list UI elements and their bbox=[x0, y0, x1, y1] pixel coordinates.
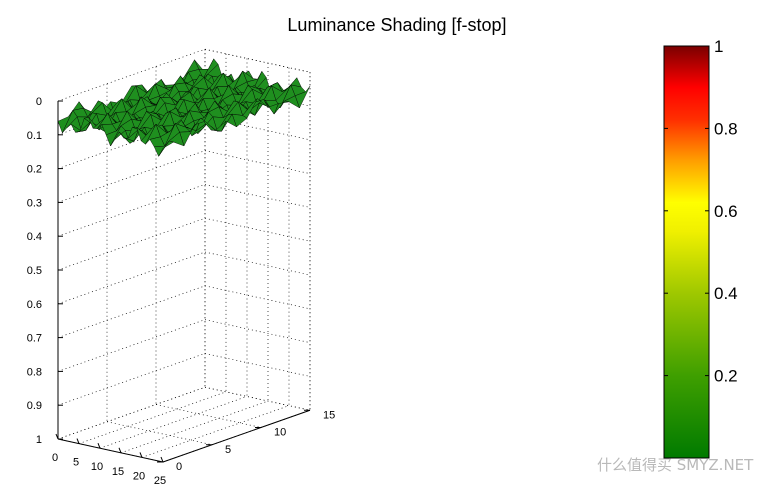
x-tick-mark bbox=[97, 443, 101, 449]
z-tick-label: 0.8 bbox=[27, 366, 42, 378]
grid-line bbox=[57, 319, 206, 372]
z-tick-label: 1 bbox=[36, 434, 42, 446]
grid-line bbox=[204, 285, 311, 310]
colorbar-tick-label: 1 bbox=[714, 37, 723, 56]
grid-line bbox=[204, 217, 311, 242]
grid-line bbox=[57, 150, 206, 203]
x-tick-label: 25 bbox=[154, 475, 166, 487]
grid-line bbox=[57, 386, 206, 440]
y-axis-line bbox=[162, 409, 311, 463]
colorbar-tick-label: 0.4 bbox=[714, 284, 738, 303]
grid-line bbox=[204, 48, 311, 73]
grid-line bbox=[57, 251, 206, 305]
z-tick-label: 0.1 bbox=[27, 130, 42, 142]
grid-line bbox=[57, 285, 206, 338]
grid-line bbox=[106, 421, 213, 446]
grid-line bbox=[204, 150, 311, 174]
x-tick-label: 15 bbox=[112, 466, 124, 478]
y-tick-label: 0 bbox=[176, 461, 182, 473]
z-tick-label: 0.6 bbox=[27, 299, 42, 311]
colorbar-tick-label: 0.6 bbox=[714, 202, 738, 221]
x-tick-mark bbox=[139, 452, 143, 458]
grid-line bbox=[204, 353, 311, 377]
grid-line bbox=[141, 405, 290, 458]
colorbar-tick-label: 0.2 bbox=[714, 367, 738, 386]
z-tick-label: 0.5 bbox=[27, 265, 42, 277]
x-tick-label: 10 bbox=[91, 461, 103, 473]
grid-line bbox=[57, 217, 206, 271]
grid-line bbox=[204, 251, 311, 276]
grid-line bbox=[57, 184, 206, 237]
z-tick-label: 0.7 bbox=[27, 333, 42, 345]
grid-line bbox=[120, 400, 269, 454]
colorbar-gradient bbox=[663, 45, 710, 459]
y-tick-label: 10 bbox=[274, 427, 286, 439]
chart-title: Luminance Shading [f-stop] bbox=[287, 15, 506, 35]
z-tick-label: 0.3 bbox=[27, 197, 42, 209]
y-tick-label: 5 bbox=[225, 444, 231, 456]
y-tick-label: 15 bbox=[323, 409, 335, 421]
x-tick-label: 5 bbox=[73, 457, 79, 469]
grid-line bbox=[204, 184, 311, 208]
colorbar: 0.2 0.4 0.6 0.8 1 bbox=[663, 37, 738, 459]
z-tick-label: 0.9 bbox=[27, 400, 42, 412]
grid-line bbox=[155, 404, 262, 428]
x-tick-label: 20 bbox=[133, 470, 145, 482]
x-axis-line bbox=[57, 438, 164, 463]
grid-line bbox=[204, 386, 311, 411]
x-tick-mark bbox=[160, 456, 164, 463]
z-tick-label: 0.2 bbox=[27, 164, 42, 176]
z-tick-label: 0.4 bbox=[27, 231, 42, 243]
x-tick-mark bbox=[76, 438, 80, 444]
x-tick-label: 0 bbox=[52, 452, 58, 464]
colorbar-tick-label: 0.8 bbox=[714, 119, 738, 138]
surface-patch bbox=[158, 140, 175, 157]
x-tick-mark bbox=[118, 447, 122, 453]
x-tick-mark bbox=[55, 433, 59, 440]
z-tick-label: 0 bbox=[36, 96, 42, 108]
grid-line bbox=[204, 319, 311, 343]
watermark: 什么值得买 SMYZ.NET bbox=[597, 456, 754, 474]
grid-line bbox=[57, 353, 206, 406]
grid-line bbox=[78, 391, 227, 444]
surface bbox=[57, 58, 311, 157]
